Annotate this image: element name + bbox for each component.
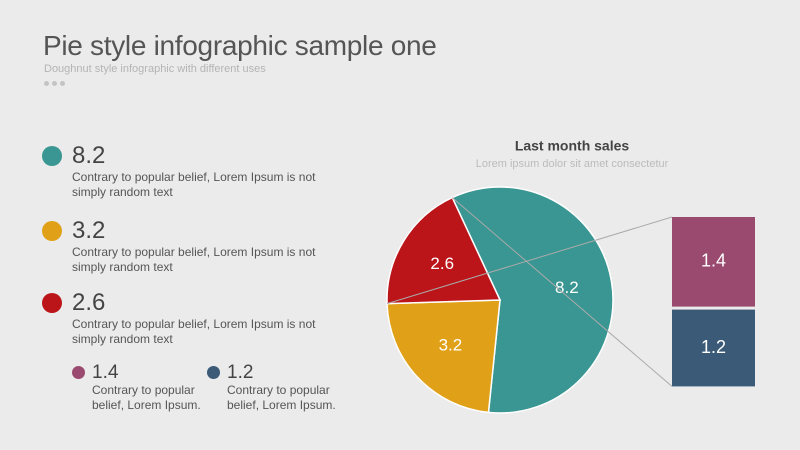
decor-dot [44,81,49,86]
legend-note: Contrary to popular belief, Lorem Ipsum … [72,170,316,199]
legend-note: Contrary to popular belief, Lorem Ipsum … [72,317,316,346]
pie-slice [386,299,501,414]
decor-dot [52,81,57,86]
decor-dot [60,81,65,86]
bar-label: 1.4 [701,251,726,271]
legend-marker [42,146,62,166]
slide-title: Pie style infographic sample one [43,30,437,61]
pie-slice [386,196,502,305]
pie-slice [451,186,614,414]
legend-marker [72,366,85,379]
legend-value: 1.4 [92,362,119,383]
bar-label: 1.2 [701,337,726,357]
legend-marker [42,293,62,313]
legend-note: Contrary to popular belief, Lorem Ipsum … [72,245,316,274]
breakdown-bar [672,217,755,307]
legend-marker [42,221,62,241]
chart-subtitle: Lorem ipsum dolor sit amet consectetur [476,158,669,170]
slice-label: 2.6 [430,254,454,273]
slide-subtitle: Doughnut style infographic with differen… [44,63,266,75]
legend-value: 2.6 [72,289,106,316]
chart-title: Last month sales [515,138,630,154]
legend-value: 3.2 [72,217,106,244]
legend-note: Contrary to popular belief, Lorem Ipsum. [92,383,201,412]
legend-value: 1.2 [227,362,254,383]
slice-label: 3.2 [439,336,463,355]
legend-marker [207,366,220,379]
legend-value: 8.2 [72,142,106,169]
connector [451,197,673,387]
breakdown-bar [672,309,755,387]
legend-note: Contrary to popular belief, Lorem Ipsum. [227,383,336,412]
slice-label: 8.2 [555,278,579,297]
connector [386,216,673,305]
